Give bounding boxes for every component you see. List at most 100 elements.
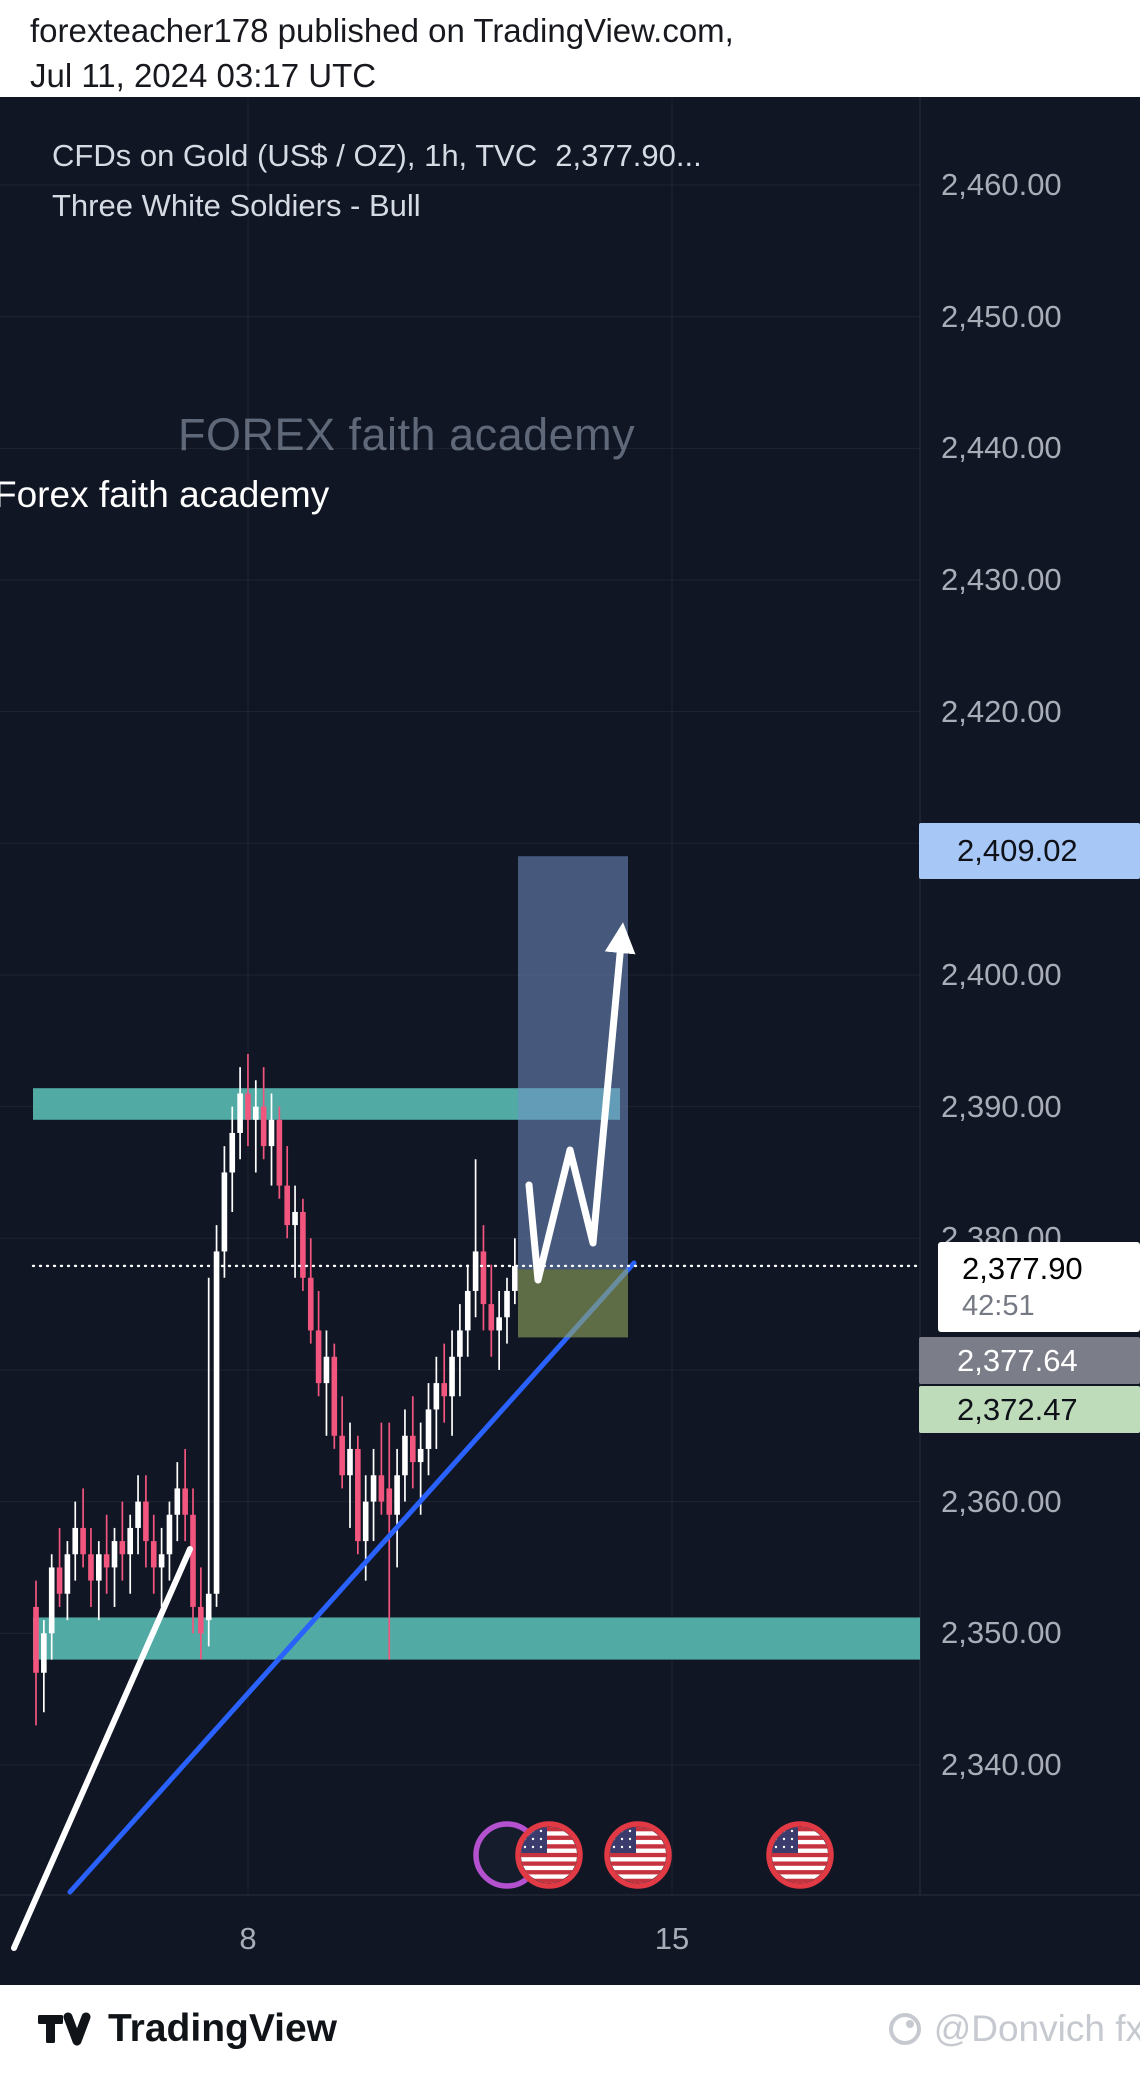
candle <box>331 1356 338 1436</box>
candle <box>370 1475 377 1502</box>
y-axis-label: 2,450.00 <box>941 298 1062 334</box>
y-axis-label: 2,390.00 <box>941 1088 1062 1124</box>
candle <box>339 1435 345 1476</box>
x-axis-label: 15 <box>654 1921 690 1956</box>
candle <box>56 1567 63 1594</box>
candle <box>417 1448 424 1463</box>
candle <box>496 1317 502 1331</box>
support-zone <box>33 1617 920 1660</box>
candle <box>386 1488 393 1515</box>
candle <box>213 1251 220 1594</box>
candle <box>260 1106 267 1147</box>
credit-text: @Donvich fx <box>933 2008 1140 2049</box>
price-chart-canvas[interactable] <box>0 97 1140 1985</box>
credit-watermark: @Donvich fx <box>886 2008 1140 2050</box>
candle <box>323 1356 330 1384</box>
candle <box>182 1488 188 1515</box>
blue-trendline <box>67 1260 637 1895</box>
tradingview-logo-icon <box>38 2012 91 2046</box>
target-price-badge: 2,409.02 <box>919 823 1140 879</box>
trendlines-layer[interactable] <box>11 1260 637 1951</box>
y-axis-label: 2,430.00 <box>941 561 1062 597</box>
candle <box>472 1251 479 1291</box>
candle <box>315 1330 322 1384</box>
credit-logo-icon <box>888 2013 921 2045</box>
candle <box>480 1251 487 1305</box>
tradingview-brand[interactable]: TradingView <box>38 2007 337 2051</box>
y-axis-label: 2,340.00 <box>941 1746 1062 1782</box>
entry-price-badge: 2,377.64 <box>919 1337 1140 1384</box>
candle <box>457 1330 463 1357</box>
y-axis-label: 2,400.00 <box>941 956 1062 992</box>
candle <box>119 1541 126 1555</box>
event-icons-layer[interactable] <box>473 1821 834 1889</box>
last-price-value: 2,377.90 <box>962 1251 1083 1286</box>
projection-arrow[interactable] <box>525 922 636 1284</box>
y-axis-label: 2,440.00 <box>941 430 1062 466</box>
symbol-title[interactable]: CFDs on Gold (US$ / OZ), 1h, TVC <box>52 138 538 173</box>
chart-area[interactable]: FOREX faith academy CFDs on Gold (US$ / … <box>0 97 1140 1985</box>
candle <box>72 1527 79 1555</box>
footer-bar: TradingView @Donvich fx <box>0 1985 1140 2073</box>
grid-layer <box>0 97 1140 1896</box>
y-axis-label: 2,420.00 <box>941 693 1062 729</box>
candle <box>284 1185 290 1226</box>
candle <box>362 1501 369 1542</box>
publish-line1: forexteacher178 published on TradingView… <box>30 12 734 49</box>
candle <box>80 1527 86 1555</box>
candle <box>410 1435 416 1463</box>
candle <box>221 1172 228 1252</box>
legend-line1: CFDs on Gold (US$ / OZ), 1h, TVC 2,377.90… <box>52 131 702 181</box>
candle <box>135 1501 141 1528</box>
target-price-value: 2,409.02 <box>957 833 1078 868</box>
candle <box>347 1448 353 1476</box>
candle <box>158 1554 165 1568</box>
candle <box>488 1304 495 1331</box>
candle <box>425 1409 432 1449</box>
candle <box>127 1527 133 1555</box>
candle <box>504 1290 510 1318</box>
candle <box>48 1567 55 1634</box>
candle <box>245 1093 251 1120</box>
candle <box>464 1290 471 1331</box>
candle <box>449 1356 455 1397</box>
x-axis-label: 8 <box>239 1921 257 1956</box>
candle <box>355 1448 361 1542</box>
y-axis-label: 2,350.00 <box>941 1615 1062 1651</box>
candle <box>190 1514 196 1607</box>
candle <box>88 1554 94 1581</box>
candle <box>166 1514 173 1555</box>
last-price-badge: 2,377.90 42:51 <box>938 1242 1140 1332</box>
y-axis-label: 2,360.00 <box>941 1483 1062 1519</box>
candle <box>253 1106 259 1120</box>
candle <box>229 1132 236 1173</box>
stop-price-value: 2,372.47 <box>957 1392 1078 1427</box>
candle <box>292 1211 298 1226</box>
publish-header: forexteacher178 published on TradingView… <box>0 0 1140 97</box>
bar-countdown: 42:51 <box>962 1290 1035 1322</box>
candle <box>394 1475 400 1515</box>
candle <box>307 1277 314 1331</box>
candle <box>111 1541 118 1568</box>
candle <box>402 1435 408 1476</box>
pattern-label[interactable]: Three White Soldiers - Bull <box>52 188 421 223</box>
candle <box>378 1475 385 1502</box>
symbol-price: 2,377.90... <box>555 138 702 173</box>
white-trendline <box>11 1546 193 1951</box>
candle <box>64 1554 71 1594</box>
candle <box>268 1119 275 1147</box>
candle <box>300 1211 306 1278</box>
candle <box>143 1501 149 1542</box>
candle <box>150 1541 157 1568</box>
candle <box>103 1554 110 1568</box>
drawing-text-label[interactable]: Forex faith academy <box>0 474 330 515</box>
candle <box>276 1119 283 1186</box>
stop-price-badge: 2,372.47 <box>919 1386 1140 1433</box>
publish-line2: Jul 11, 2024 03:17 UTC <box>30 57 377 94</box>
time-axis[interactable]: 8 15 <box>0 97 1140 1985</box>
entry-price-value: 2,377.64 <box>957 1343 1078 1378</box>
candle <box>33 1606 39 1673</box>
candle <box>512 1265 518 1291</box>
chart-watermark: FOREX faith academy <box>178 409 636 460</box>
chart-legend[interactable]: CFDs on Gold (US$ / OZ), 1h, TVC 2,377.90… <box>52 131 702 231</box>
